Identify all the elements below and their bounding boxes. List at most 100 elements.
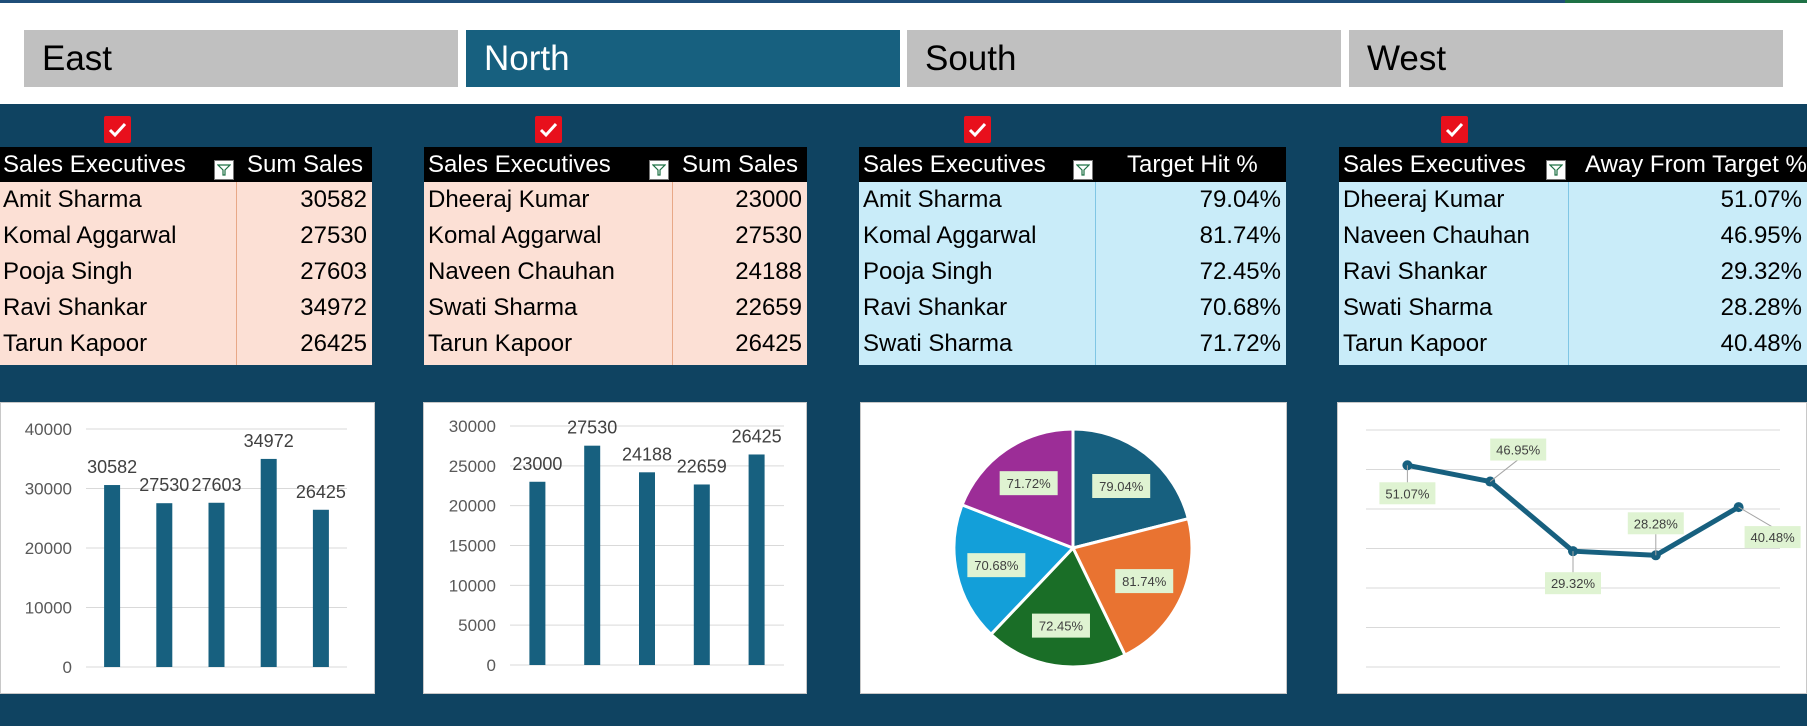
data-label: 81.74%: [1122, 574, 1167, 589]
cell-value: 27603: [300, 258, 367, 285]
bar: [208, 502, 225, 667]
leader-line: [1489, 459, 1519, 482]
bar: [156, 503, 173, 667]
data-label-box: [1092, 474, 1151, 499]
cell-value: 29.32%: [1720, 258, 1802, 285]
cell-value: 26425: [300, 330, 367, 357]
data-label-box: [999, 471, 1058, 496]
data-label-box: [1031, 613, 1090, 638]
bar: [693, 484, 710, 665]
table-row: Pooja Singh 27603: [0, 254, 372, 290]
chart-panel-east[interactable]: 0 10000 20000 30000 40000 30582 27530 27603 3497…: [0, 402, 375, 694]
region-slicer: East North South West: [0, 0, 1807, 105]
filter-dropdown-button[interactable]: [1073, 160, 1093, 180]
checkbox-checked-3[interactable]: [964, 116, 991, 143]
data-point: [1485, 476, 1496, 487]
y-tick-label: 20000: [449, 497, 496, 516]
table-body: Dheeraj Kumar 51.07% Naveen Chauhan 46.95%…: [1339, 182, 1807, 365]
table-row: Pooja Singh 72.45%: [859, 254, 1286, 290]
table-row: Ravi Shankar 34972: [0, 290, 372, 326]
cell-name: Swati Sharma: [1343, 294, 1493, 321]
checkmark-icon: [968, 122, 987, 138]
cell-name: Komal Aggarwal: [3, 222, 177, 249]
table-row: Tarun Kapoor 26425: [424, 326, 807, 362]
table-row: Ravi Shankar 29.32%: [1339, 254, 1807, 290]
data-label: 26425: [296, 482, 346, 502]
data-label: 24188: [622, 444, 672, 464]
cell-value: 27530: [735, 222, 802, 249]
chart-panel-north[interactable]: 0 5000 10000 15000 20000 25000 30000 23000 27530…: [423, 402, 807, 694]
column-header-executives: Sales Executives: [428, 151, 611, 178]
leader-line: [1738, 506, 1773, 528]
table-row: Komal Aggarwal 27530: [424, 218, 807, 254]
pivot-table-west: Sales Executives Away From Target % Dhee…: [1339, 147, 1807, 365]
cell-value: 34972: [300, 294, 367, 321]
slicer-item-west[interactable]: West: [1349, 30, 1783, 87]
table-row: Swati Sharma 28.28%: [1339, 290, 1807, 326]
data-label: 70.68%: [974, 558, 1019, 573]
cell-value: 28.28%: [1720, 294, 1802, 321]
slicer-item-north[interactable]: North: [466, 30, 900, 87]
cell-value: 23000: [735, 186, 802, 213]
filter-dropdown-button[interactable]: [649, 160, 669, 180]
checkbox-checked-4[interactable]: [1441, 116, 1468, 143]
filter-dropdown-button[interactable]: [214, 160, 234, 180]
y-tick-label: 10000: [449, 576, 496, 595]
cell-name: Amit Sharma: [3, 186, 142, 213]
table-body: Amit Sharma 30582 Komal Aggarwal 27530 Poo…: [0, 182, 372, 365]
bar: [104, 485, 121, 667]
filter-icon: [652, 164, 666, 176]
cell-name: Komal Aggarwal: [863, 222, 1037, 249]
table-row: Amit Sharma 30582: [0, 182, 372, 218]
chart-panel-south[interactable]: 79.04% 81.74% 72.45% 70.68% 71.72%: [860, 402, 1287, 694]
y-tick-label: 40000: [25, 420, 72, 439]
filter-icon: [1076, 164, 1090, 176]
data-label: 26425: [732, 426, 782, 446]
data-label: 71.72%: [1007, 476, 1052, 491]
cell-value: 51.07%: [1720, 186, 1802, 213]
data-label-box: [967, 553, 1026, 578]
table-row: Komal Aggarwal 81.74%: [859, 218, 1286, 254]
data-label: 27530: [139, 475, 189, 495]
table-row: Swati Sharma 71.72%: [859, 326, 1286, 362]
data-label: 40.48%: [1751, 530, 1796, 545]
y-tick-label: 25000: [449, 457, 496, 476]
cell-value: 72.45%: [1199, 258, 1281, 285]
slicer-item-east[interactable]: East: [24, 30, 458, 87]
y-tick-label: 30000: [25, 480, 72, 499]
cell-value: 22659: [735, 294, 802, 321]
y-tick-label: 0: [487, 656, 496, 675]
data-label: 27530: [567, 418, 617, 438]
cell-value: 46.95%: [1720, 222, 1802, 249]
pivot-table-north: Sales Executives Sum Sales Dheeraj Kumar…: [424, 147, 807, 365]
bar: [260, 458, 277, 667]
table-row: Ravi Shankar 70.68%: [859, 290, 1286, 326]
pivot-table-east: Sales Executives Sum Sales Amit Sharma 30…: [0, 147, 372, 365]
filter-icon: [1549, 164, 1563, 176]
column-header-executives: Sales Executives: [3, 151, 186, 178]
bar: [748, 454, 765, 665]
filter-dropdown-button[interactable]: [1546, 160, 1566, 180]
data-label-box: [1115, 569, 1174, 594]
table-row: Dheeraj Kumar 23000: [424, 182, 807, 218]
cell-value: 71.72%: [1199, 330, 1281, 357]
column-header-value: Sum Sales: [247, 151, 364, 178]
data-label-box: [1627, 512, 1684, 535]
cell-name: Dheeraj Kumar: [1343, 186, 1505, 213]
checkbox-checked-1[interactable]: [104, 116, 131, 143]
bar: [529, 481, 546, 665]
table-body: Amit Sharma 79.04% Komal Aggarwal 81.74% P…: [859, 182, 1286, 365]
cell-value: 24188: [735, 258, 802, 285]
line-chart-west: 51.07% 46.95% 29.32% 28.28% 40.48%: [1366, 429, 1801, 668]
data-label: 29.32%: [1551, 576, 1596, 591]
table-row: Tarun Kapoor 26425: [0, 326, 372, 362]
table-row: Naveen Chauhan 46.95%: [1339, 218, 1807, 254]
checkbox-checked-2[interactable]: [535, 116, 562, 143]
slicer-item-south[interactable]: South: [907, 30, 1341, 87]
chart-panel-west[interactable]: 51.07% 46.95% 29.32% 28.28% 40.48%: [1337, 402, 1807, 694]
table-row: Tarun Kapoor 40.48%: [1339, 326, 1807, 362]
data-label: 79.04%: [1099, 479, 1144, 494]
bar: [584, 445, 601, 665]
bar-chart-north: 0 5000 10000 15000 20000 25000 30000 2300027530…: [449, 417, 784, 675]
filter-icon: [217, 164, 231, 176]
